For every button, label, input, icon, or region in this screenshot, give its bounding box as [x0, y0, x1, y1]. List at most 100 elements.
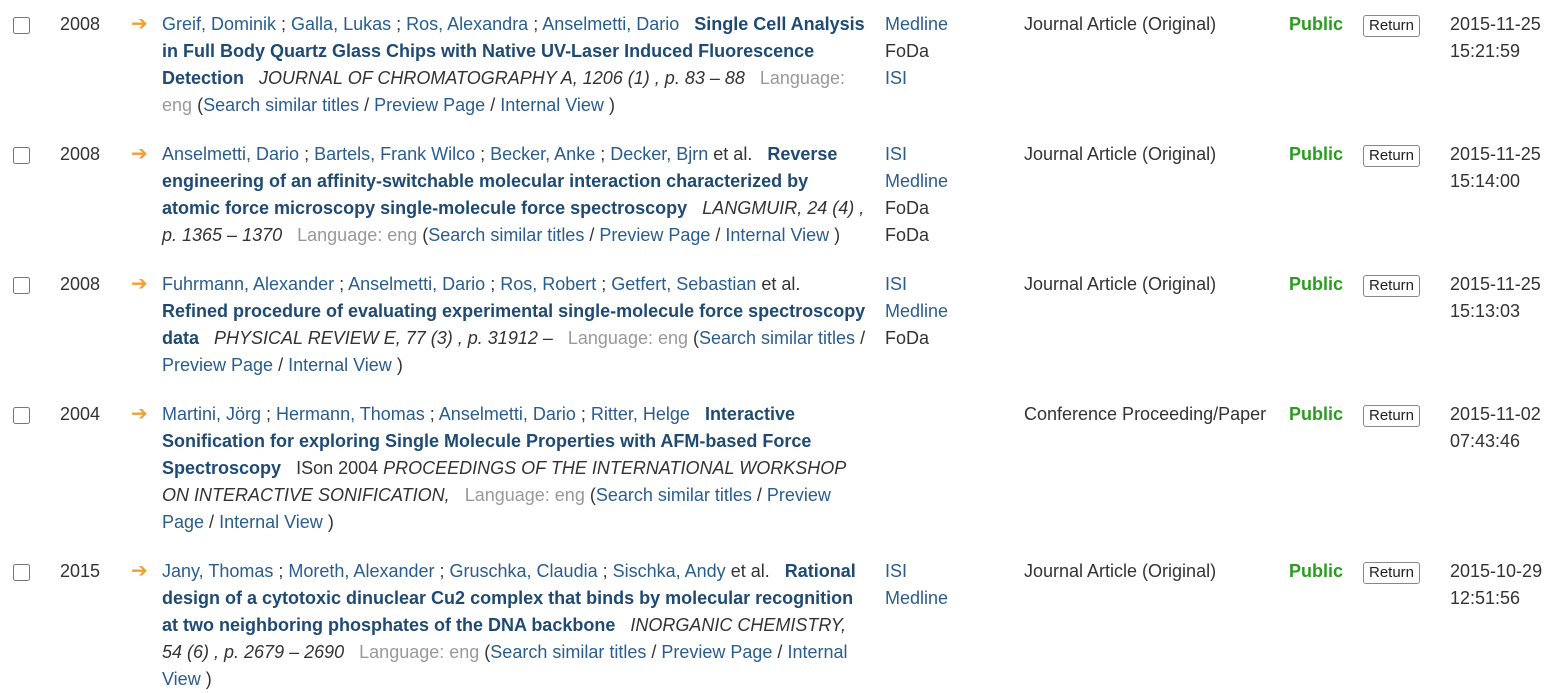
search-similar-link[interactable]: Search similar titles	[203, 95, 360, 115]
author-link[interactable]: Anselmetti, Dario	[542, 14, 680, 34]
return-button[interactable]: Return	[1363, 145, 1421, 167]
preview-page-link[interactable]: Preview Page	[374, 95, 486, 115]
return-button[interactable]: Return	[1363, 405, 1421, 427]
et-al-label: et al.	[761, 274, 801, 294]
timestamp: 2015-11-25 15:21:59	[1450, 11, 1560, 65]
author-link[interactable]: Hermann, Thomas	[276, 404, 425, 424]
conference-label: ISon 2004	[296, 458, 379, 478]
timestamp: 2015-10-29 12:51:56	[1450, 558, 1560, 612]
source-link[interactable]: ISI	[885, 144, 908, 164]
right-arrow-icon[interactable]: ➔	[131, 403, 148, 425]
date-value: 2015-11-02	[1450, 404, 1541, 424]
publication-type: Journal Article (Original)	[1024, 274, 1217, 294]
author-link[interactable]: Getfert, Sebastian	[611, 274, 757, 294]
source-label: FoDa	[885, 328, 930, 348]
time-value: 12:51:56	[1450, 588, 1521, 608]
author-link[interactable]: Anselmetti, Dario	[348, 274, 486, 294]
publication-year: 2004	[60, 404, 101, 424]
time-value: 15:14:00	[1450, 171, 1521, 191]
publication-type: Journal Article (Original)	[1024, 144, 1217, 164]
row-select-checkbox[interactable]	[13, 407, 30, 424]
source-link[interactable]: ISI	[885, 561, 908, 581]
author-link[interactable]: Bartels, Frank Wilco	[314, 144, 476, 164]
author-link[interactable]: Anselmetti, Dario	[438, 404, 576, 424]
source-link[interactable]: ISI	[885, 68, 908, 88]
row-select-checkbox[interactable]	[13, 277, 30, 294]
author-link[interactable]: Martini, Jörg	[162, 404, 262, 424]
source-link[interactable]: Medline	[885, 14, 949, 34]
internal-view-link[interactable]: Internal View	[725, 225, 830, 245]
date-value: 2015-11-25	[1450, 274, 1541, 294]
search-similar-link[interactable]: Search similar titles	[699, 328, 856, 348]
row-select-checkbox[interactable]	[13, 564, 30, 581]
language-label: Language: eng	[464, 485, 585, 505]
publication-type: Journal Article (Original)	[1024, 14, 1217, 34]
author-link[interactable]: Decker, Bjrn	[610, 144, 709, 164]
preview-page-link[interactable]: Preview Page	[162, 355, 274, 375]
status-badge: Public	[1289, 404, 1344, 424]
timestamp: 2015-11-25 15:13:03	[1450, 271, 1560, 325]
source-link[interactable]: Medline	[885, 301, 949, 321]
language-label: Language: eng	[297, 225, 418, 245]
source-link[interactable]: Medline	[885, 171, 949, 191]
source-label: FoDa	[885, 198, 930, 218]
publication-type: Journal Article (Original)	[1024, 561, 1217, 581]
publication-title[interactable]: Rational design of a cytotoxic dinuclear…	[162, 561, 856, 635]
return-button[interactable]: Return	[1363, 562, 1421, 584]
author-link[interactable]: Jany, Thomas	[162, 561, 274, 581]
author-link[interactable]: Fuhrmann, Alexander	[162, 274, 335, 294]
author-link[interactable]: Ros, Alexandra	[406, 14, 529, 34]
author-link[interactable]: Ros, Robert	[500, 274, 597, 294]
time-value: 15:21:59	[1450, 41, 1521, 61]
row-select-checkbox[interactable]	[13, 17, 30, 34]
publication-year: 2008	[60, 144, 101, 164]
source-link[interactable]: ISI	[885, 274, 908, 294]
row-select-checkbox[interactable]	[13, 147, 30, 164]
publication-year: 2008	[60, 274, 101, 294]
author-link[interactable]: Moreth, Alexander	[288, 561, 435, 581]
citation: Jany, Thomas ; Moreth, Alexander ; Grusc…	[162, 561, 856, 689]
publication-title[interactable]: Interactive Sonification for exploring S…	[162, 404, 812, 478]
search-similar-link[interactable]: Search similar titles	[428, 225, 585, 245]
source-link[interactable]: Medline	[885, 588, 949, 608]
author-link[interactable]: Gruschka, Claudia	[449, 561, 598, 581]
preview-page-link[interactable]: Preview Page	[599, 225, 711, 245]
right-arrow-icon[interactable]: ➔	[131, 560, 148, 582]
source-label: FoDa	[885, 225, 930, 245]
author-link[interactable]: Becker, Anke	[490, 144, 596, 164]
citation: Martini, Jörg ; Hermann, Thomas ; Anselm…	[162, 404, 846, 532]
author-link[interactable]: Ritter, Helge	[590, 404, 690, 424]
search-similar-link[interactable]: Search similar titles	[490, 642, 647, 662]
author-link[interactable]: Anselmetti, Dario	[162, 144, 300, 164]
author-link[interactable]: Greif, Dominik	[162, 14, 277, 34]
right-arrow-icon[interactable]: ➔	[131, 273, 148, 295]
author-link[interactable]: Galla, Lukas	[291, 14, 392, 34]
return-button[interactable]: Return	[1363, 15, 1421, 37]
internal-view-link[interactable]: Internal View	[219, 512, 323, 532]
right-arrow-icon[interactable]: ➔	[131, 13, 148, 35]
publication-type: Conference Proceeding/Paper	[1024, 404, 1267, 424]
publication-title[interactable]: Reverse engineering of an affinity-switc…	[162, 144, 838, 218]
right-arrow-icon[interactable]: ➔	[131, 143, 148, 165]
return-button[interactable]: Return	[1363, 275, 1421, 297]
journal-reference: PROCEEDINGS OF THE INTERNATIONAL WORKSHO…	[162, 458, 846, 505]
status-badge: Public	[1289, 561, 1344, 581]
time-value: 07:43:46	[1450, 431, 1521, 451]
source-list: ISI Medline	[885, 558, 1005, 612]
date-value: 2015-10-29	[1450, 561, 1543, 581]
journal-reference: PHYSICAL REVIEW E, 77 (3) , p. 31912 –	[214, 328, 553, 348]
internal-view-link[interactable]: Internal View	[500, 95, 604, 115]
status-badge: Public	[1289, 14, 1344, 34]
publication-title[interactable]: Refined procedure of evaluating experime…	[162, 301, 866, 348]
internal-view-link[interactable]: Internal View	[288, 355, 392, 375]
preview-page-link[interactable]: Preview Page	[162, 485, 831, 532]
time-value: 15:13:03	[1450, 301, 1521, 321]
status-badge: Public	[1289, 144, 1344, 164]
date-value: 2015-11-25	[1450, 144, 1541, 164]
publication-year: 2008	[60, 14, 101, 34]
preview-page-link[interactable]: Preview Page	[661, 642, 773, 662]
author-link[interactable]: Sischka, Andy	[612, 561, 726, 581]
publication-title[interactable]: Single Cell Analysis in Full Body Quartz…	[162, 14, 865, 88]
search-similar-link[interactable]: Search similar titles	[595, 485, 752, 505]
language-label: Language: eng	[359, 642, 480, 662]
